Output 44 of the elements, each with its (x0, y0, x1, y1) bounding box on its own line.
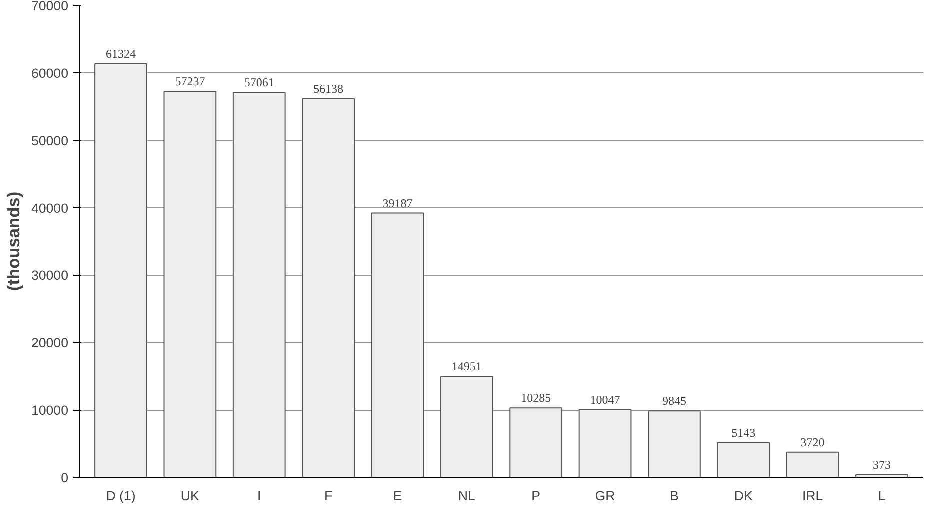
y-tick-label: 70000 (31, 0, 68, 14)
data-label: 39187 (382, 196, 413, 210)
x-tick-label: NL (458, 488, 476, 504)
x-tick-label: UK (180, 488, 200, 504)
x-tick-label: P (532, 488, 541, 504)
bar (371, 212, 424, 478)
data-label: 5143 (732, 426, 756, 440)
bar (164, 91, 217, 478)
data-label: 57061 (244, 76, 274, 90)
x-tick-label: GR (595, 488, 616, 504)
data-label: 10047 (590, 392, 620, 407)
x-tick-label: IRL (802, 488, 824, 504)
y-tick-label: 50000 (31, 133, 68, 148)
x-tick-label: I (258, 488, 262, 504)
bar (94, 64, 148, 478)
y-tick-label: 40000 (31, 200, 68, 216)
bar (717, 442, 770, 478)
y-tick-label: 10000 (31, 403, 68, 418)
y-tick-label: 20000 (31, 336, 68, 351)
data-label: 61324 (106, 47, 136, 61)
bar (440, 376, 494, 478)
y-tick-label: 30000 (31, 268, 68, 284)
x-tick-label: DK (734, 488, 753, 504)
bar (578, 409, 632, 478)
x-tick-label: D (1) (106, 488, 136, 504)
x-tick-label: E (393, 488, 402, 504)
data-label: 56138 (314, 82, 344, 96)
data-label: 57237 (175, 74, 206, 89)
x-tick-label: F (324, 488, 333, 504)
bar (648, 410, 701, 478)
data-label: 9845 (662, 394, 686, 408)
bar (232, 92, 286, 478)
data-label: 14951 (452, 360, 482, 374)
y-tick-label: 0 (61, 470, 69, 486)
bar (786, 452, 840, 478)
data-label: 10285 (521, 391, 552, 406)
bar (510, 408, 563, 478)
bar (302, 98, 355, 478)
data-label: 373 (872, 458, 891, 472)
y-tick-label: 60000 (31, 66, 68, 81)
x-tick-label: L (878, 488, 886, 504)
y-axis-title: (thousands) (3, 192, 24, 292)
data-label: 3720 (800, 435, 825, 450)
x-tick-label: B (670, 488, 680, 504)
